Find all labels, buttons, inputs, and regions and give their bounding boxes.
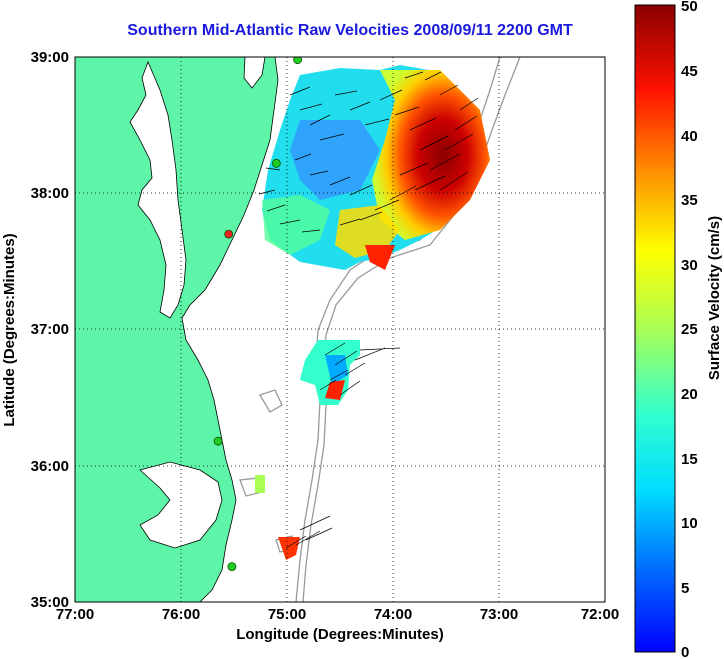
x-tick-label: 72:00: [581, 606, 619, 623]
y-tick-label: 35:00: [31, 594, 69, 611]
plot-frame: [74, 56, 606, 603]
colorbar-tick-label: 40: [681, 128, 698, 145]
colorbar-tick-label: 35: [681, 192, 698, 209]
station-markers: [213, 57, 302, 571]
x-tick-label: 74:00: [374, 606, 412, 623]
vector-arrows: [258, 71, 479, 549]
colorbar-tick-label: 10: [681, 515, 698, 532]
station-marker: [271, 158, 281, 168]
grid-lines: [75, 57, 605, 602]
colorbar: [634, 4, 676, 653]
chart-title: Southern Mid-Atlantic Raw Velocities 200…: [127, 22, 573, 39]
x-tick-label: 73:00: [480, 606, 518, 623]
colorbar-tick-label: 50: [681, 0, 698, 15]
y-tick-label: 37:00: [31, 321, 69, 338]
station-marker: [227, 562, 237, 571]
x-tick-label: 77:00: [56, 606, 94, 623]
colorbar-label: Surface Velocity (cm/s): [706, 216, 723, 380]
velocity-field-mid: [300, 340, 360, 405]
y-tick-label: 38:00: [31, 185, 69, 202]
y-tick-label: 39:00: [31, 49, 69, 66]
station-marker: [224, 229, 234, 239]
colorbar-tick-label: 5: [681, 580, 689, 597]
colorbar-tick-label: 45: [681, 63, 698, 80]
colorbar-tick-label: 0: [681, 644, 689, 659]
x-tick-label: 76:00: [162, 606, 200, 623]
station-marker: [293, 57, 302, 65]
y-axis-label: Latitude (Degrees:Minutes): [1, 233, 18, 426]
colorbar-tick-label: 20: [681, 386, 698, 403]
x-axis-label: Longitude (Degrees:Minutes): [236, 626, 444, 643]
colorbar-tick-label: 15: [681, 451, 698, 468]
velocity-cell: [255, 475, 265, 493]
y-tick-label: 36:00: [31, 458, 69, 475]
colorbar-tick-label: 25: [681, 321, 698, 338]
delaware-bay: [243, 57, 266, 89]
colorbar-tick-label: 30: [681, 257, 698, 274]
station-marker: [213, 436, 223, 446]
chesapeake-bay: [129, 60, 187, 319]
x-tick-label: 75:00: [268, 606, 306, 623]
